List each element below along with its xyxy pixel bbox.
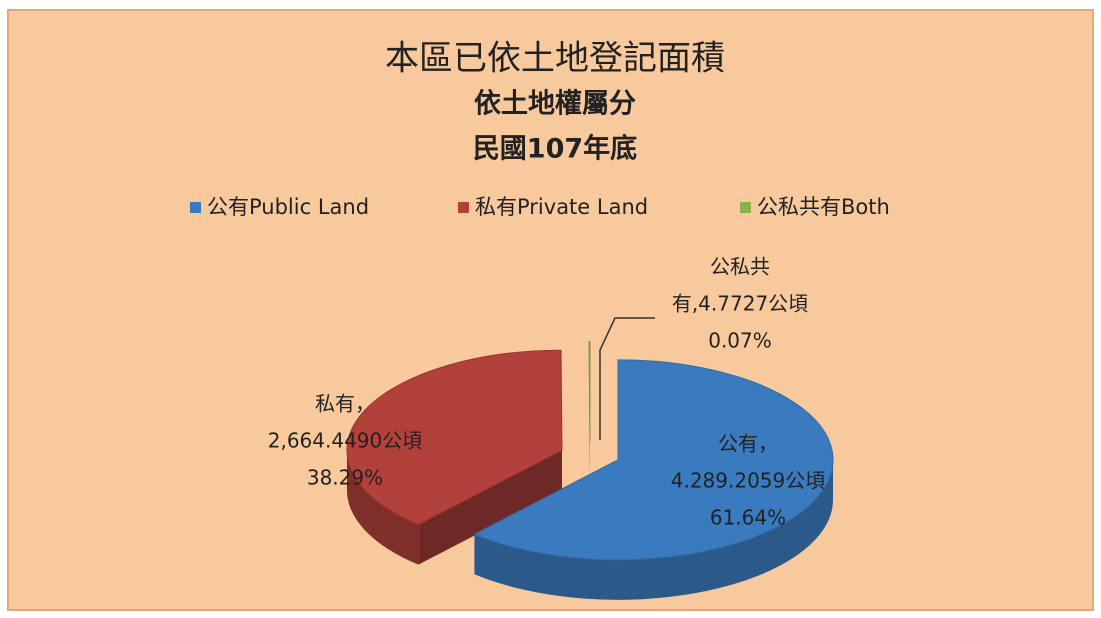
data-label-value: 0.07% [708, 329, 772, 353]
chart-subtitle: 依土地權屬分 [474, 89, 636, 120]
chart-subtitle: 民國107年底 [473, 133, 637, 165]
data-label-name: 私有， [315, 392, 375, 416]
legend-label: 公私共有Both [757, 195, 890, 219]
pie-slice [346, 349, 563, 526]
legend-label: 公有Public Land [207, 195, 369, 219]
chart-title: 本區已依土地登記面積 [385, 39, 725, 79]
pie-tops [346, 340, 834, 561]
leader-line [599, 317, 655, 440]
pie-slice [473, 359, 834, 561]
pie-slice-cut [418, 450, 562, 565]
pie-slice [588, 340, 591, 442]
legend-swatch [190, 202, 201, 213]
legend-swatch [458, 202, 469, 213]
data-label-area: 有,4.7727公頃 [672, 292, 808, 316]
legend-swatch [740, 202, 751, 213]
pie-slice-side [346, 450, 419, 565]
data-label-area: 2,664.4490公頃 [268, 429, 423, 453]
data-label-area: 4.289.2059公頃 [671, 469, 826, 493]
data-label-name: 公有， [718, 432, 778, 456]
data-label-value: 38.29% [307, 466, 383, 490]
legend-label: 私有Private Land [475, 195, 648, 219]
pie-slice-side [474, 459, 834, 600]
data-label-name: 公私共 [710, 255, 770, 279]
data-label-value: 61.64% [710, 506, 786, 530]
